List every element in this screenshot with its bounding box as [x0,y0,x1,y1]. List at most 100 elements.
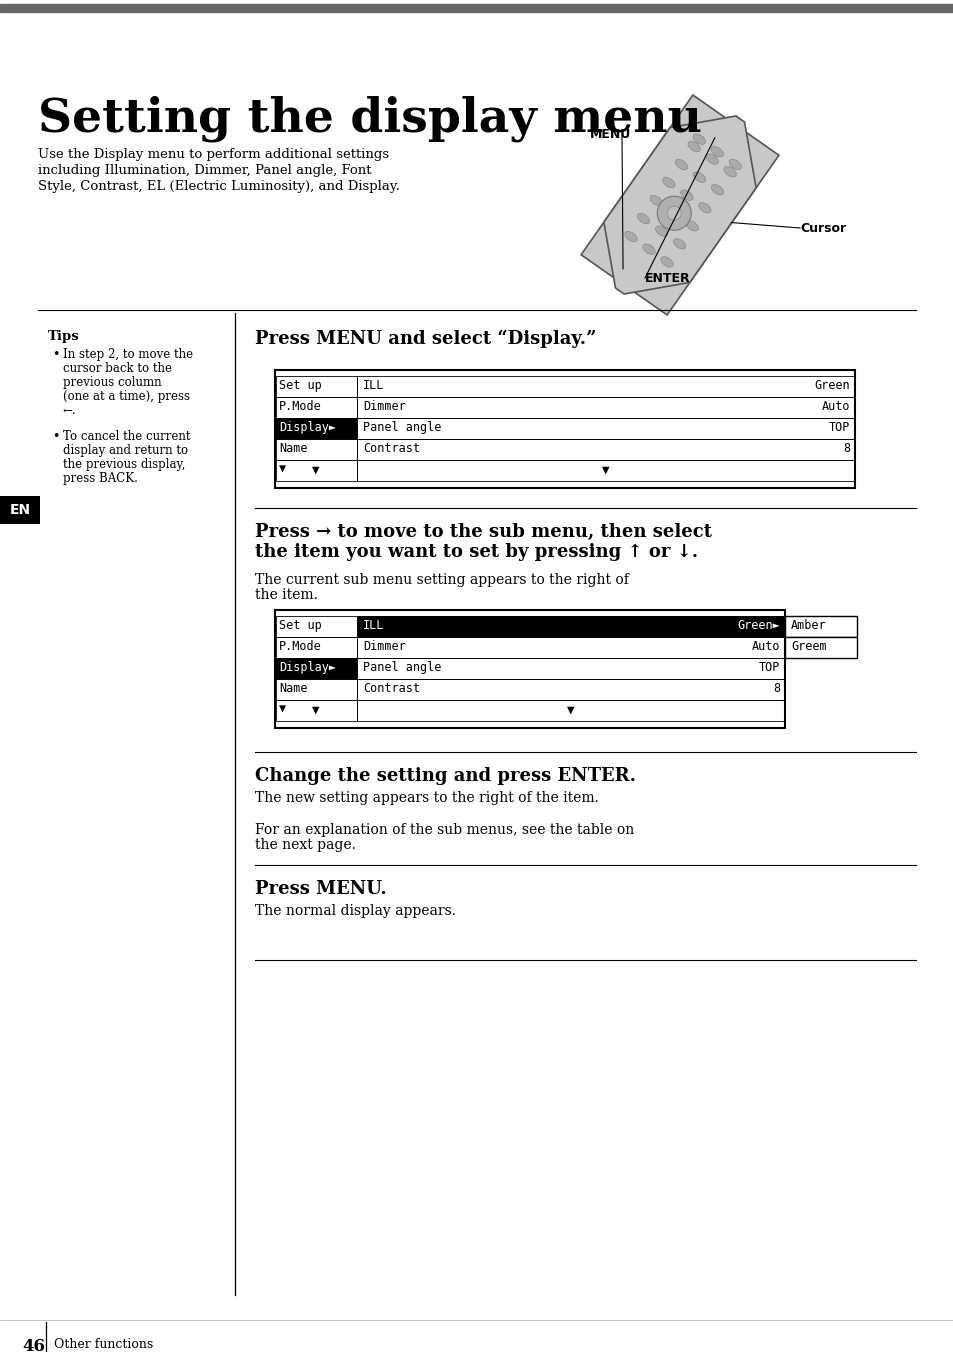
Text: Press → to move to the sub menu, then select: Press → to move to the sub menu, then se… [254,523,711,541]
Bar [356,700,783,721]
Bar [275,617,356,637]
Text: Cursor: Cursor [800,222,845,234]
Text: Panel angle: Panel angle [363,661,441,675]
Ellipse shape [662,177,675,188]
Bar [275,418,356,439]
Text: The current sub menu setting appears to the right of: The current sub menu setting appears to … [254,573,628,587]
Ellipse shape [728,160,740,169]
Bar [356,658,783,679]
Bar [356,418,853,439]
Text: Greem: Greem [790,639,825,653]
Text: Set up: Set up [278,379,321,392]
Text: the item.: the item. [254,588,317,602]
Text: To cancel the current: To cancel the current [63,430,191,443]
Text: Contrast: Contrast [363,442,419,456]
Text: Set up: Set up [278,619,321,631]
Bar [356,460,853,481]
Text: Name: Name [278,442,307,456]
Ellipse shape [642,245,655,254]
Text: ▼: ▼ [601,462,609,476]
Text: Name: Name [278,681,307,695]
Text: Style, Contrast, EL (Electric Luminosity), and Display.: Style, Contrast, EL (Electric Luminosity… [38,180,399,193]
Bar [356,397,853,418]
Text: Press MENU and select “Display.”: Press MENU and select “Display.” [254,330,596,349]
Bar [275,700,356,721]
Text: TOP: TOP [758,661,780,675]
Bar [784,637,856,658]
Text: ▼: ▼ [567,703,574,717]
Text: 8: 8 [772,681,780,695]
Text: TOP: TOP [828,420,849,434]
Ellipse shape [624,231,637,242]
Bar [274,610,784,727]
Text: Dimmer: Dimmer [363,639,405,653]
Circle shape [666,207,680,220]
Ellipse shape [710,146,722,157]
Text: Auto: Auto [751,639,780,653]
Text: Contrast: Contrast [363,681,419,695]
Text: previous column: previous column [63,376,161,389]
Bar [356,376,853,397]
Polygon shape [603,116,756,293]
Ellipse shape [655,226,667,237]
Ellipse shape [693,172,705,183]
Text: •: • [52,347,59,361]
Ellipse shape [675,160,687,170]
Text: Green►: Green► [737,619,780,631]
Text: cursor back to the: cursor back to the [63,362,172,375]
Text: EN: EN [10,503,30,516]
Bar [275,439,356,460]
Text: The normal display appears.: The normal display appears. [254,904,456,918]
Text: ILL: ILL [363,619,384,631]
Bar [274,370,854,488]
Text: display and return to: display and return to [63,443,188,457]
Ellipse shape [687,142,700,151]
Text: Use the Display menu to perform additional settings: Use the Display menu to perform addition… [38,147,389,161]
Text: including Illumination, Dimmer, Panel angle, Font: including Illumination, Dimmer, Panel an… [38,164,371,177]
Text: ILL: ILL [363,379,384,392]
Text: ▼: ▼ [312,462,319,476]
Text: Other functions: Other functions [54,1338,153,1351]
Text: Display►: Display► [278,661,335,675]
Ellipse shape [680,191,692,200]
Bar [275,679,356,700]
Polygon shape [580,95,778,315]
Ellipse shape [723,166,736,177]
Bar [275,397,356,418]
Text: In step 2, to move the: In step 2, to move the [63,347,193,361]
Text: Change the setting and press ENTER.: Change the setting and press ENTER. [254,767,636,786]
Text: •: • [52,430,59,443]
Ellipse shape [698,203,710,214]
Text: Panel angle: Panel angle [363,420,441,434]
Ellipse shape [673,239,685,249]
Ellipse shape [649,196,661,206]
Text: Dimmer: Dimmer [363,400,405,412]
Text: Amber: Amber [790,619,825,631]
Text: the previous display,: the previous display, [63,458,185,470]
Bar [356,637,783,658]
Text: the item you want to set by pressing ↑ or ↓.: the item you want to set by pressing ↑ o… [254,544,698,561]
Bar [275,376,356,397]
Text: Display►: Display► [278,420,335,434]
Text: press BACK.: press BACK. [63,472,138,485]
Text: Setting the display menu: Setting the display menu [38,95,701,142]
Text: Auto: Auto [821,400,849,412]
Bar [275,460,356,481]
Bar [0,496,40,525]
Text: Press MENU.: Press MENU. [254,880,386,898]
Ellipse shape [711,185,723,195]
Text: ▼: ▼ [278,462,286,476]
Ellipse shape [705,154,718,165]
Text: The new setting appears to the right of the item.: The new setting appears to the right of … [254,791,598,804]
Bar [275,418,356,439]
Bar [356,439,853,460]
Text: MENU: MENU [589,128,631,142]
Bar [275,658,356,679]
Text: (one at a time), press: (one at a time), press [63,389,190,403]
Text: For an explanation of the sub menus, see the table on: For an explanation of the sub menus, see… [254,823,634,837]
Text: P.Mode: P.Mode [278,639,321,653]
Text: Tips: Tips [48,330,80,343]
Text: ENTER: ENTER [644,272,690,284]
Ellipse shape [660,257,673,268]
Text: Green: Green [814,379,849,392]
